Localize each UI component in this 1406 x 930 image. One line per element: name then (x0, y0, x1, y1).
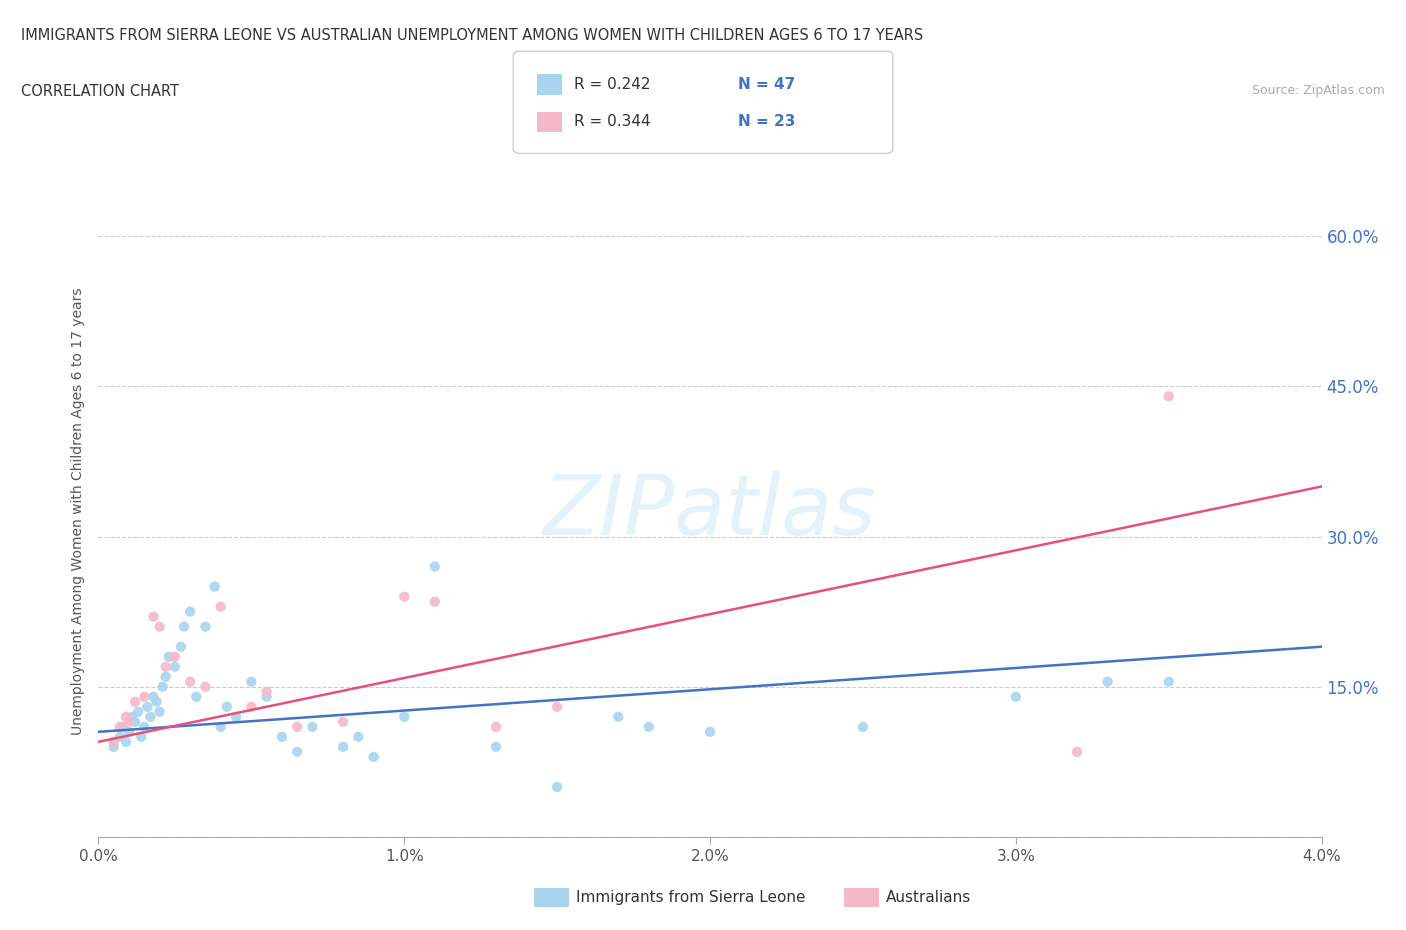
Point (111, 720, 134, 735)
Point (163, 659, 186, 674)
Point (108, 729, 131, 744)
Point (392, 710, 416, 724)
Text: IMMIGRANTS FROM SIERRA LEONE VS AUSTRALIAN UNEMPLOYMENT AMONG WOMEN WITH CHILDRE: IMMIGRANTS FROM SIERRA LEONE VS AUSTRALI… (21, 28, 924, 43)
Point (423, 559, 446, 574)
Point (121, 710, 143, 724)
Point (173, 619, 195, 634)
Point (256, 689, 278, 704)
Point (152, 679, 174, 694)
Point (139, 710, 162, 724)
Point (546, 779, 568, 794)
Text: ZIPatlas: ZIPatlas (543, 471, 877, 552)
Point (103, 735, 125, 750)
Point (363, 750, 385, 764)
Point (179, 604, 201, 619)
Point (485, 720, 508, 735)
Point (256, 684, 278, 699)
Point (638, 720, 661, 735)
Point (115, 710, 138, 724)
Point (103, 739, 125, 754)
Point (392, 590, 416, 604)
Point (127, 704, 149, 719)
Point (485, 739, 508, 754)
Point (209, 599, 232, 614)
Point (134, 689, 156, 704)
Point (285, 744, 308, 759)
Point (301, 720, 323, 735)
Text: Source: ZipAtlas.com: Source: ZipAtlas.com (1251, 84, 1385, 97)
Point (194, 679, 217, 694)
Point (852, 720, 875, 735)
Point (124, 714, 146, 729)
Point (149, 619, 172, 634)
Point (179, 674, 201, 689)
Point (332, 739, 354, 754)
Point (423, 594, 446, 609)
Text: CORRELATION CHART: CORRELATION CHART (21, 84, 179, 99)
Text: Immigrants from Sierra Leone: Immigrants from Sierra Leone (576, 890, 806, 905)
Point (149, 704, 172, 719)
Point (118, 714, 141, 729)
Point (270, 729, 294, 744)
Point (118, 724, 141, 739)
Point (285, 720, 308, 735)
Point (699, 724, 721, 739)
Point (124, 695, 146, 710)
Text: R = 0.242: R = 0.242 (574, 77, 650, 92)
Point (157, 649, 180, 664)
Point (142, 689, 165, 704)
Point (1097, 674, 1119, 689)
Point (240, 674, 263, 689)
Point (142, 609, 165, 624)
Point (204, 579, 226, 594)
Point (332, 714, 354, 729)
Point (186, 689, 208, 704)
Point (108, 720, 131, 735)
Point (1157, 389, 1180, 404)
Point (1004, 689, 1026, 704)
Point (607, 710, 630, 724)
Point (129, 729, 152, 744)
Y-axis label: Unemployment Among Women with Children Ages 6 to 17 years: Unemployment Among Women with Children A… (72, 287, 86, 736)
Text: R = 0.344: R = 0.344 (574, 114, 650, 129)
Point (194, 619, 217, 634)
Point (546, 699, 568, 714)
Point (163, 649, 186, 664)
Point (155, 670, 177, 684)
Point (115, 735, 138, 750)
Point (1157, 674, 1180, 689)
Point (225, 710, 247, 724)
Point (170, 639, 193, 654)
Point (240, 699, 263, 714)
Point (209, 720, 232, 735)
Text: N = 23: N = 23 (738, 114, 796, 129)
Point (1066, 744, 1088, 759)
Point (136, 699, 159, 714)
Point (134, 720, 156, 735)
Point (215, 699, 238, 714)
Text: Australians: Australians (886, 890, 972, 905)
Point (145, 695, 167, 710)
Point (347, 729, 370, 744)
Text: N = 47: N = 47 (738, 77, 796, 92)
Point (155, 659, 177, 674)
